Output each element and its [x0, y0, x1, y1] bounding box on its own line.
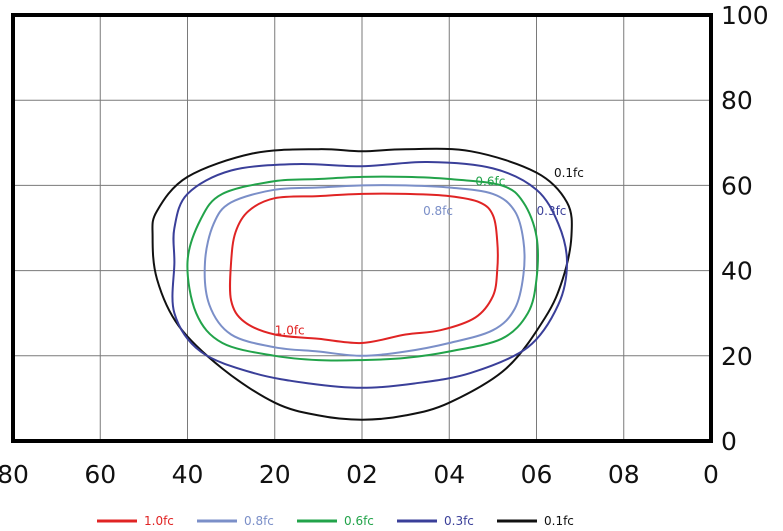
- legend-label: 0.3fc: [444, 514, 474, 528]
- contour-line: [203, 184, 526, 357]
- legend: 1.0fc 0.8fc 0.6fc 0.3fc 0.1fc: [97, 514, 574, 528]
- legend-label: 0.6fc: [344, 514, 374, 528]
- grid-lines: [13, 15, 711, 441]
- y-tick-label: 60: [721, 171, 753, 200]
- contour-lines: [151, 147, 573, 421]
- y-tick-label: 100: [721, 1, 769, 30]
- contour-label: 0.8fc: [423, 204, 453, 218]
- plot-frame: [11, 13, 713, 443]
- x-tick-label: 40: [172, 460, 204, 489]
- x-tick-label: 60: [84, 460, 116, 489]
- contour-line: [228, 192, 499, 345]
- contour-label: 0.1fc: [554, 166, 584, 180]
- y-tick-label: 20: [721, 342, 753, 371]
- contour-labels: 1.0fc 0.8fc 0.6fc 0.3fc 0.1fc: [275, 166, 584, 338]
- x-tick-labels: 80 60 40 20 02 04 06 08 0: [0, 460, 719, 489]
- x-tick-label: 04: [433, 460, 465, 489]
- x-tick-label: 06: [521, 460, 553, 489]
- y-tick-labels: 0 20 40 60 80 100: [721, 1, 769, 456]
- contour-line: [151, 147, 573, 421]
- contour-line: [171, 160, 569, 389]
- legend-label: 0.8fc: [244, 514, 274, 528]
- legend-label: 0.1fc: [544, 514, 574, 528]
- y-tick-label: 0: [721, 427, 737, 456]
- contour-line: [186, 175, 539, 362]
- x-tick-label: 20: [259, 460, 291, 489]
- contour-label: 0.6fc: [475, 174, 505, 188]
- x-tick-label: 02: [346, 460, 378, 489]
- y-tick-label: 40: [721, 257, 753, 286]
- y-tick-label: 80: [721, 86, 753, 115]
- x-tick-label: 80: [0, 460, 29, 489]
- x-tick-label: 0: [703, 460, 719, 489]
- contour-label: 1.0fc: [275, 324, 305, 338]
- contour-label: 0.3fc: [537, 204, 567, 218]
- legend-label: 1.0fc: [144, 514, 174, 528]
- x-tick-label: 08: [608, 460, 640, 489]
